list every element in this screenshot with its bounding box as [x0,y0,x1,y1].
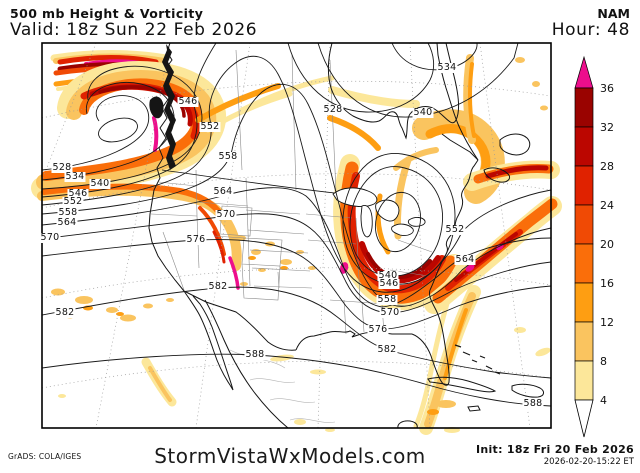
colorbar-tick-32: 32 [600,121,614,134]
us-canada-border [161,169,336,194]
colorbar-segment-20-24 [574,204,594,245]
contour-low-west-inner [98,117,138,143]
valid-time: Valid: 18z Sun 22 Feb 2026 [10,20,258,40]
mexico-coast [204,299,289,429]
colorbar-below-range-arrow [574,399,594,438]
colorbar-tick-20: 20 [600,238,614,251]
nova-scotia [483,167,511,183]
colorbar-segment-24-28 [574,165,594,206]
cuba [427,376,497,393]
graticule [41,42,552,429]
forecast-hour: Hour: 48 [551,20,630,40]
hispaniola [511,383,544,398]
colorbar-segment-8-12 [574,321,594,362]
yucatan [397,420,418,429]
model-name: NAM [597,6,630,21]
newfoundland [499,133,531,156]
colorbar-tick-24: 24 [600,199,614,212]
grads-credit: GrADS: COLA/IGES [8,452,82,461]
baja [183,290,234,391]
colorbar-tick-12: 12 [600,316,614,329]
gulf-coast [295,330,412,351]
rio-grande-border [183,290,297,351]
height-contours [41,42,552,407]
init-time: Init: 18z Fri 20 Feb 2026 [475,443,634,456]
contour-low-east-inner [375,191,421,253]
coastlines [148,42,544,429]
colorbar-tick-8: 8 [600,355,607,368]
map-frame [41,42,552,429]
colorbar-segment-32-36 [574,87,594,128]
st-lawrence [441,133,479,161]
generated-timestamp: 2026-02-20-15:22 ET [543,457,634,467]
colorbar-tick-16: 16 [600,277,614,290]
init-block: Init: 18z Fri 20 Feb 2026 2026-02-20-15:… [476,443,634,467]
colorbar-segment-28-32 [574,126,594,167]
colorbar-tick-4: 4 [600,394,607,407]
colorbar: 36 32 28 24 20 16 12 8 4 [574,55,614,438]
colorbar-segment-4-8 [574,360,594,401]
colorbar-tick-36: 36 [600,82,614,95]
jamaica [467,405,481,412]
vorticity-shading [31,50,562,435]
great-lakes [332,187,426,238]
colorbar-segment-16-20 [574,243,594,284]
vancouver-island [149,96,164,119]
colorbar-above-range-arrow [574,55,594,89]
colorbar-segment-12-16 [574,282,594,323]
hudson-bay [328,42,460,140]
florida [411,289,450,386]
site-watermark: StormVistaWxModels.com [154,444,426,468]
product-title: 500 mb Height & Vorticity [10,6,204,21]
colorbar-tick-28: 28 [600,160,614,173]
